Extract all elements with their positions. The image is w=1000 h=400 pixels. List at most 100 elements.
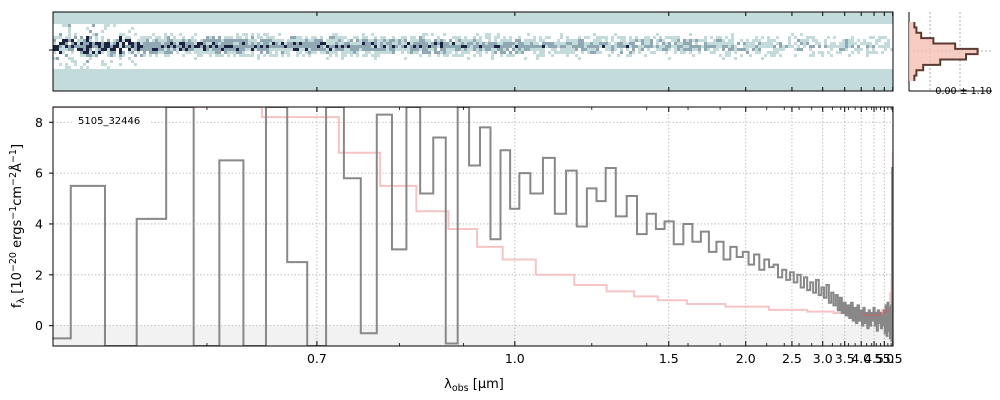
spectrum-2d-pixel (155, 42, 158, 45)
spectrum-2d-pixel (539, 54, 542, 57)
spectrum-2d-pixel (242, 45, 245, 48)
spectrum-2d-pixel (719, 36, 722, 39)
spectrum-2d-pixel (137, 39, 140, 42)
spectrum-2d-pixel (476, 51, 479, 54)
spectrum-2d-pixel (215, 48, 218, 51)
spectrum-2d-pixel (512, 42, 515, 45)
spectrum-2d-pixel (59, 45, 62, 48)
spectrum-2d-pixel (530, 48, 533, 51)
spectrum-2d-pixel (875, 42, 878, 45)
spectrum-2d-pixel (794, 42, 797, 45)
spectrum-2d-pixel (326, 42, 329, 45)
spectrum-2d-pixel (455, 39, 458, 42)
spectrum-2d-pixel (194, 42, 197, 45)
spectrum-2d-pixel (866, 54, 869, 57)
x-tick-label: 3.5 (835, 351, 855, 366)
spectrum-2d-pixel (419, 48, 422, 51)
spectrum-2d-pixel (173, 39, 176, 42)
spectrum-2d-pixel (470, 42, 473, 45)
spectrum-2d-pixel (80, 36, 83, 39)
spectrum-2d-pixel (362, 45, 365, 48)
spectrum-2d-pixel (542, 48, 545, 51)
spectrum-2d-pixel (209, 42, 212, 45)
spectrum-2d-pixel (293, 39, 296, 42)
spectrum-2d-pixel (311, 45, 314, 48)
spectrum-2d-pixel (668, 42, 671, 45)
spectrum-2d-pixel (884, 36, 887, 39)
spectrum-2d-pixel (575, 45, 578, 48)
spectrum-2d-pixel (260, 36, 263, 39)
spectrum-2d-pixel (674, 48, 677, 51)
spectrum-2d-pixel (650, 39, 653, 42)
profile-plot (908, 12, 992, 92)
spectrum-2d-pixel (230, 36, 233, 39)
spectrum-2d-pixel (719, 54, 722, 57)
spectrum-2d-pixel (518, 51, 521, 54)
spectrum-2d-pixel (737, 48, 740, 51)
spectrum-2d-pixel (389, 45, 392, 48)
spectrum-2d-pixel (392, 51, 395, 54)
spectrum-2d-pixel (503, 51, 506, 54)
spectrum-2d-pixel (545, 42, 548, 45)
spectrum-2d-pixel (728, 48, 731, 51)
object-label-box (72, 111, 150, 128)
spectrum-2d-pixel (434, 45, 437, 48)
spectrum-2d-pixel (272, 54, 275, 57)
spectrum-2d-pixel (68, 39, 71, 42)
spectrum-2d-pixel (599, 36, 602, 39)
spectrum-2d-pixel (881, 45, 884, 48)
spectrum-2d-pixel (152, 45, 155, 48)
spectrum-2d-pixel (605, 42, 608, 45)
spectrum-2d-pixel (725, 36, 728, 39)
spectrum-2d-pixel (248, 45, 251, 48)
spectrum-2d-pixel (440, 48, 443, 51)
spectrum-2d-pixel (377, 54, 380, 57)
spectrum-2d-pixel (641, 48, 644, 51)
spectrum-2d-pixel (176, 39, 179, 42)
spectrum-2d-pixel (167, 45, 170, 48)
spectrum-2d-pixel (347, 45, 350, 48)
spectrum-2d-pixel (341, 39, 344, 42)
model-series-line (861, 309, 890, 317)
spectrum-2d-pixel (695, 42, 698, 45)
spectrum-2d-pixel (245, 36, 248, 39)
spectrum-2d-pixel (380, 51, 383, 54)
spectrum-2d-pixel (830, 48, 833, 51)
spectrum-2d-pixel (626, 54, 629, 57)
spectrum-2d-pixel (812, 51, 815, 54)
spectrum-2d-pixel (680, 51, 683, 54)
spectrum-2d-pixel (704, 48, 707, 51)
spectrum-2d-pixel (692, 45, 695, 48)
spectrum-2d-pixel (236, 36, 239, 39)
spectrum-2d-pixel (170, 48, 173, 51)
spectrum-2d-pixel (314, 45, 317, 48)
spectrum-2d-pixel (356, 54, 359, 57)
spectrum-2d-pixel (128, 30, 131, 33)
spectrum-2d-pixel (65, 63, 68, 66)
spectrum-2d-pixel (368, 51, 371, 54)
spectrum-2d-pixel (335, 54, 338, 57)
spectrum-2d-pixel (356, 36, 359, 39)
spectrum-2d-pixel (650, 42, 653, 45)
spectrum-2d-pixel (614, 33, 617, 36)
spectrum-2d-pixel (314, 42, 317, 45)
spectrum-2d-pixel (755, 51, 758, 54)
spectrum-2d-pixel (86, 66, 89, 69)
spectrum-2d-pixel (284, 51, 287, 54)
spectrum-2d-pixel (200, 54, 203, 57)
spectrum-2d-pixel (398, 42, 401, 45)
spectrum-2d-pixel (572, 48, 575, 51)
spectrum-2d-pixel (647, 42, 650, 45)
spectrum-2d-pixel (854, 42, 857, 45)
spectrum-2d-pixel (263, 33, 266, 36)
spectrum-2d-pixel (269, 42, 272, 45)
spectrum-2d-pixel (191, 45, 194, 48)
spectrum-2d-pixel (239, 39, 242, 42)
spectrum-2d-pixel (737, 42, 740, 45)
spectrum-2d-pixel (758, 51, 761, 54)
spectrum-2d-pixel (359, 45, 362, 48)
spectrum-2d-pixel (242, 42, 245, 45)
spectrum-2d-pixel (728, 45, 731, 48)
spectrum-2d-pixel (695, 48, 698, 51)
spectrum-2d-pixel (554, 51, 557, 54)
